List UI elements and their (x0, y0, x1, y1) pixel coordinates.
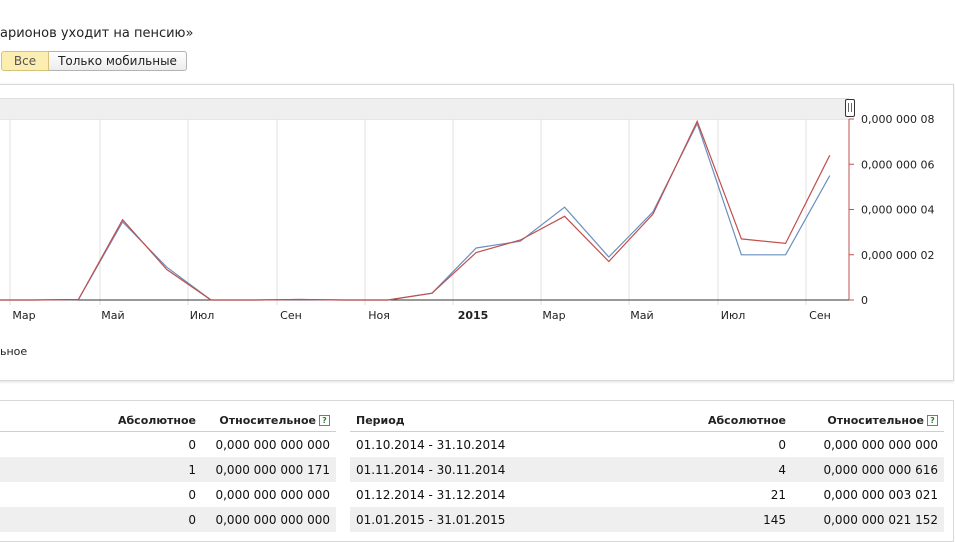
cell-period: 01.12.2014 - 31.12.2014 (356, 487, 506, 502)
col-header-period[interactable]: Период (350, 409, 634, 432)
col-header-relative[interactable]: Относительное? (202, 409, 336, 432)
filter-mobile-only-button[interactable]: Только мобильные (49, 51, 187, 71)
series-line (0, 119, 831, 301)
line-chart: Мар Май Июл Сен Ноя 2015 Мар Май Июл Сен 0,000 000… (0, 113, 934, 322)
cell-relative: 0,000 000 000 616 (792, 457, 944, 482)
x-tick-label: Мар (542, 309, 565, 322)
cell-relative: 0,000 000 021 152 (792, 507, 944, 532)
cell-relative: 0,000 000 000 000 (215, 437, 330, 452)
x-tick-label: Мар (12, 309, 35, 322)
x-tick-label: Июл (721, 309, 746, 322)
cell-period: 01.10.2014 - 31.10.2014 (356, 437, 506, 452)
x-tick-label: Май (101, 309, 124, 322)
range-handle-icon[interactable]: || (845, 99, 855, 117)
table-row: 0 0,000 000 000 000 (0, 482, 336, 507)
cell-absolute: 4 (633, 457, 792, 482)
cell-absolute: 0 (778, 437, 786, 452)
cell-relative: 0,000 000 003 021 (823, 487, 938, 502)
y-tick-label: 0,000 000 04 (861, 204, 934, 217)
col-header-absolute[interactable]: Абсолютное (633, 409, 792, 432)
chart-panel (0, 84, 954, 381)
table-row: 0 0,000 000 000 000 (0, 432, 336, 458)
cell-absolute: 21 (770, 487, 786, 502)
cell-absolute: 0 (188, 487, 196, 502)
table-row: 01.11.2014 - 30.11.2014 4 0,000 000 000 61… (350, 457, 944, 482)
table-row: 0 0,000 000 000 000 (0, 507, 336, 532)
cell-period: 01.01.2015 - 31.01.2015 (350, 507, 634, 532)
cell-absolute: 145 (633, 507, 792, 532)
series-line (0, 121, 831, 301)
legend-item-label[interactable]: ьное (0, 345, 28, 358)
x-tick-label: Июл (190, 309, 215, 322)
table-row: 1 0,000 000 000 171 (0, 457, 336, 482)
x-tick-label: Ноя (368, 309, 390, 322)
table-row: 01.10.2014 - 31.10.2014 0 0,000 000 000 00… (350, 432, 944, 458)
cell-absolute: 1 (0, 457, 202, 482)
y-tick-label: 0,000 000 06 (861, 158, 934, 171)
x-tick-label: 2015 (458, 309, 489, 322)
filter-all-button[interactable]: Все (1, 51, 49, 71)
table-row: 01.12.2014 - 31.12.2014 21 0,000 000 003 0… (350, 482, 944, 507)
device-filter: Все Только мобильные (1, 51, 187, 71)
table-row: 01.01.2015 - 31.01.2015 145 0,000 000 021 … (350, 507, 944, 532)
left-stats-table: Абсолютное Относительное? 0 0,000 000 000… (0, 409, 336, 532)
y-tick-label: 0,000 000 02 (861, 249, 934, 262)
col-header-absolute[interactable]: Абсолютное (0, 409, 202, 432)
cell-absolute: 0 (0, 507, 202, 532)
cell-relative: 0,000 000 000 000 (823, 437, 938, 452)
cell-absolute: 0 (188, 437, 196, 452)
x-tick-label: Сен (280, 309, 302, 322)
col-header-relative[interactable]: Относительное? (792, 409, 944, 432)
y-tick-label: 0 (861, 294, 868, 307)
help-icon[interactable]: ? (927, 414, 938, 426)
cell-relative: 0,000 000 000 000 (215, 487, 330, 502)
x-tick-label: Сен (809, 309, 831, 322)
x-tick-label: Май (630, 309, 653, 322)
range-navigator[interactable] (0, 98, 849, 120)
y-tick-label: 0,000 000 08 (861, 113, 934, 126)
cell-relative: 0,000 000 000 171 (202, 457, 336, 482)
help-icon[interactable]: ? (319, 414, 330, 426)
cell-relative: 0,000 000 000 000 (202, 507, 336, 532)
right-stats-table: Период Абсолютное Относительное? 01.10.2… (350, 409, 944, 532)
page-title: арионов уходит на пенсию» (0, 26, 194, 41)
cell-period: 01.11.2014 - 30.11.2014 (350, 457, 634, 482)
